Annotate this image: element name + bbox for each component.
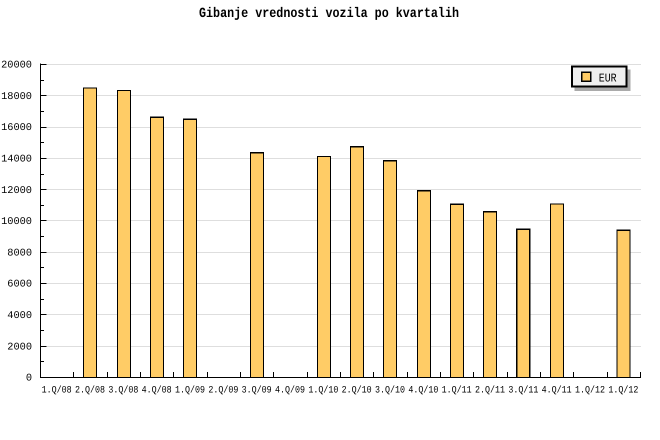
svg-text:3.Q/11: 3.Q/11 — [508, 385, 538, 396]
svg-text:3.Q/09: 3.Q/09 — [242, 385, 272, 396]
svg-text:20000: 20000 — [1, 60, 32, 72]
svg-text:1.Q/10: 1.Q/10 — [308, 385, 338, 396]
svg-text:1.Q/12: 1.Q/12 — [608, 385, 638, 396]
svg-text:2.Q/10: 2.Q/10 — [342, 385, 372, 396]
svg-text:2.Q/08: 2.Q/08 — [75, 385, 105, 396]
svg-text:18000: 18000 — [1, 91, 32, 103]
svg-text:2000: 2000 — [7, 341, 32, 353]
svg-text:4000: 4000 — [7, 310, 32, 322]
svg-text:1.Q/08: 1.Q/08 — [42, 385, 72, 396]
svg-text:1.Q/09: 1.Q/09 — [175, 385, 205, 396]
svg-text:2.Q/11: 2.Q/11 — [475, 385, 505, 396]
svg-text:EUR: EUR — [599, 72, 617, 86]
svg-text:4.Q/11: 4.Q/11 — [542, 385, 572, 396]
svg-text:3.Q/08: 3.Q/08 — [108, 385, 138, 396]
svg-text:8000: 8000 — [7, 247, 32, 259]
svg-text:4.Q/08: 4.Q/08 — [142, 385, 172, 396]
svg-text:4.Q/09: 4.Q/09 — [275, 385, 305, 396]
svg-text:10000: 10000 — [1, 216, 32, 228]
svg-text:1.Q/11: 1.Q/11 — [442, 385, 472, 396]
svg-text:4.Q/10: 4.Q/10 — [408, 385, 438, 396]
svg-text:Gibanje vrednosti vozila po kv: Gibanje vrednosti vozila po kvartalih — [199, 6, 459, 22]
svg-text:2.Q/09: 2.Q/09 — [208, 385, 238, 396]
svg-text:0: 0 — [26, 373, 32, 385]
svg-text:12000: 12000 — [1, 185, 32, 197]
svg-text:1.Q/12: 1.Q/12 — [575, 385, 605, 396]
svg-text:14000: 14000 — [1, 154, 32, 166]
svg-text:6000: 6000 — [7, 279, 32, 291]
svg-text:3.Q/10: 3.Q/10 — [375, 385, 405, 396]
svg-text:16000: 16000 — [1, 122, 32, 134]
